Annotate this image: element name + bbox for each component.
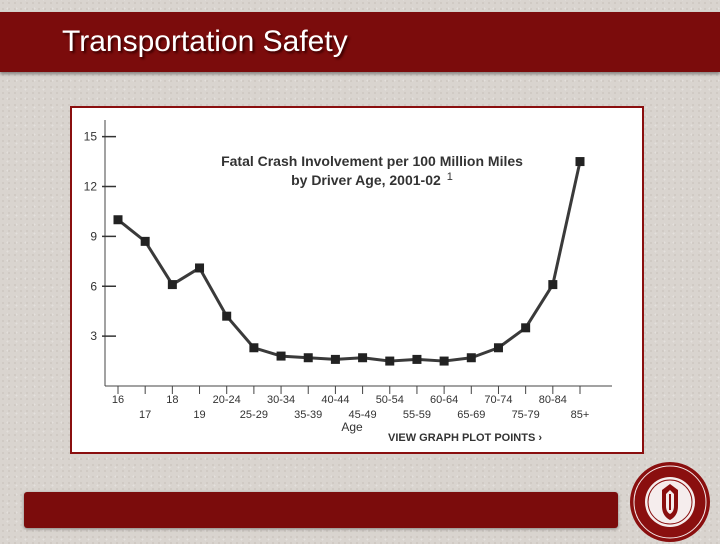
data-point — [385, 356, 395, 366]
y-tick-label: 9 — [90, 229, 97, 243]
x-tick-label: 60-64 — [430, 394, 458, 406]
series-line — [117, 161, 582, 363]
x-tick-label: 45-49 — [349, 409, 377, 421]
slide-title: Transportation Safety — [62, 25, 348, 58]
x-tick-label: 16 — [112, 394, 124, 406]
x-tick-label: 35-39 — [294, 409, 322, 421]
x-tick-label: 80-84 — [539, 394, 567, 406]
data-point — [276, 351, 286, 361]
x-tick-label: 20-24 — [213, 394, 241, 406]
data-point — [439, 356, 449, 366]
line-chart: Fatal Crash Involvement per 100 Million … — [84, 120, 612, 444]
y-tick-label: 3 — [90, 329, 97, 343]
data-point — [493, 343, 503, 353]
x-tick-label: 55-59 — [403, 409, 431, 421]
chart-subtitle: by Driver Age, 2001-02 1 — [291, 171, 453, 188]
footer-bar — [24, 492, 618, 528]
y-tick-label: 6 — [90, 279, 97, 293]
data-point — [303, 353, 313, 363]
x-tick-label: 75-79 — [512, 409, 540, 421]
title-bar: Transportation Safety — [0, 12, 720, 72]
chart-subtitle-text: by Driver Age, 2001-02 — [291, 172, 441, 188]
data-point — [140, 236, 150, 246]
data-point — [113, 215, 123, 225]
x-axis-label: Age — [341, 420, 363, 434]
y-tick-label: 15 — [84, 130, 98, 144]
data-point — [548, 280, 558, 290]
x-tick-label: 25-29 — [240, 409, 268, 421]
x-tick-label: 30-34 — [267, 394, 295, 406]
data-point — [167, 280, 177, 290]
data-point — [330, 354, 340, 364]
footnote-mark: 1 — [447, 171, 453, 183]
x-tick-label: 18 — [166, 394, 178, 406]
chart-frame: Fatal Crash Involvement per 100 Million … — [70, 106, 644, 454]
y-tick-label: 12 — [84, 180, 98, 194]
x-tick-label: 65-69 — [457, 409, 485, 421]
university-seal-icon — [630, 462, 710, 542]
view-plot-points-link[interactable]: VIEW GRAPH PLOT POINTS › — [388, 432, 542, 444]
data-point — [521, 323, 531, 333]
data-point — [412, 354, 422, 364]
x-tick-label: 50-54 — [376, 394, 404, 406]
x-tick-label: 17 — [139, 409, 151, 421]
x-tick-label: 40-44 — [321, 394, 349, 406]
data-point — [575, 157, 585, 167]
x-tick-label: 19 — [193, 409, 205, 421]
chart-title: Fatal Crash Involvement per 100 Million … — [221, 153, 523, 169]
x-tick-label: 70-74 — [484, 394, 512, 406]
data-point — [222, 311, 232, 321]
data-point — [466, 353, 476, 363]
data-point — [358, 353, 368, 363]
data-point — [195, 263, 205, 273]
data-point — [249, 343, 259, 353]
x-tick-label: 85+ — [571, 409, 590, 421]
